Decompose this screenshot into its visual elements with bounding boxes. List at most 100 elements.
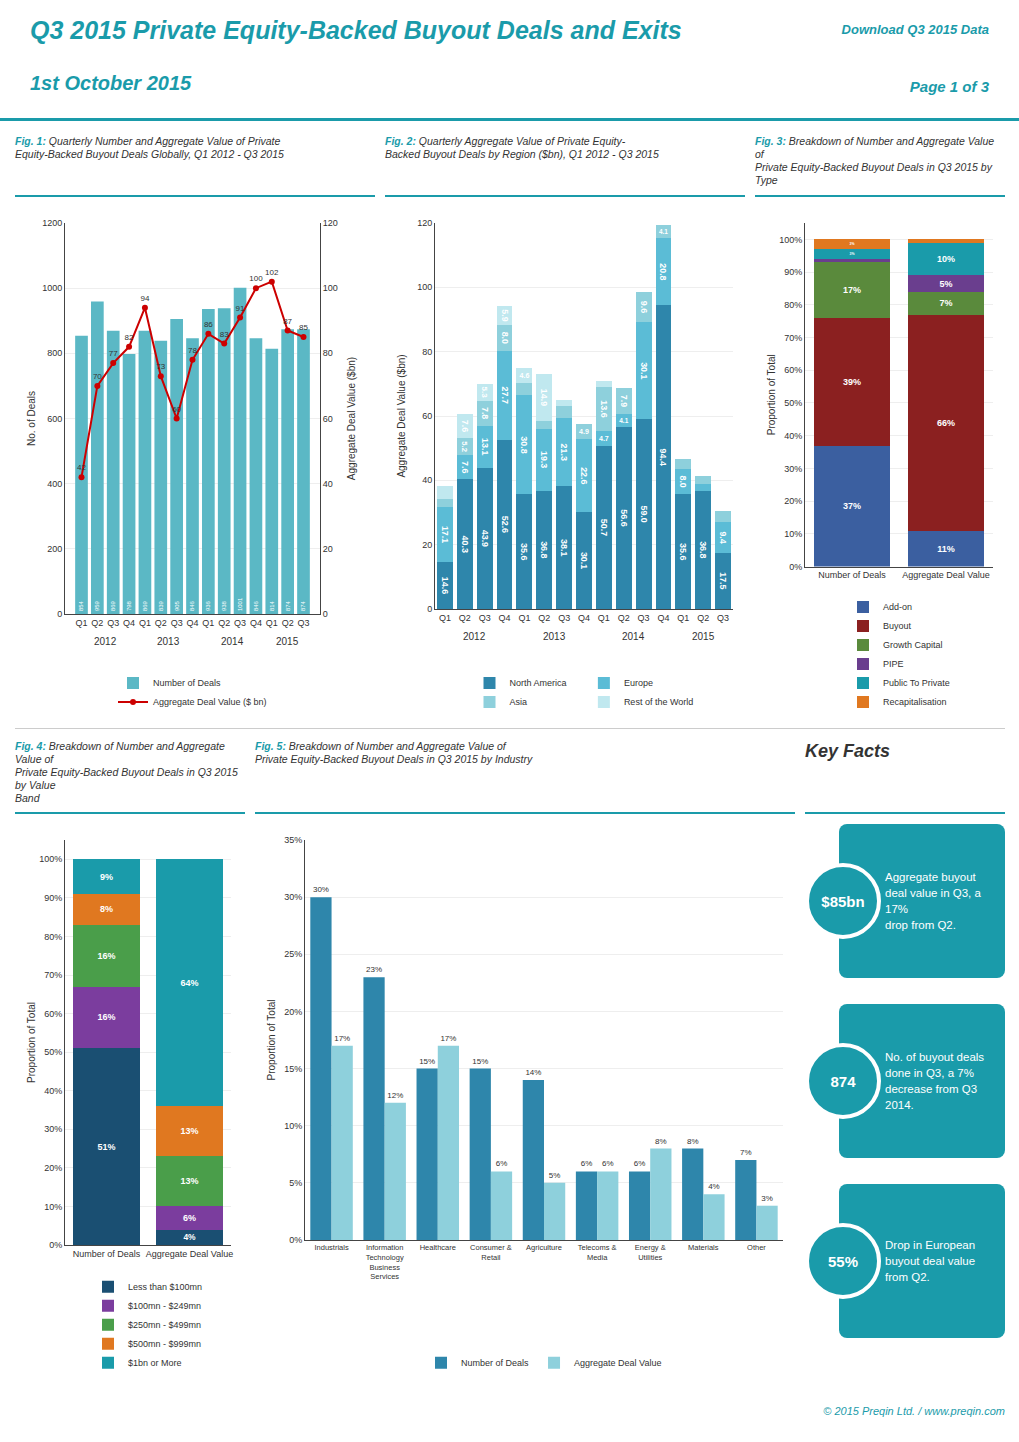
svg-text:Growth Capital: Growth Capital — [883, 640, 943, 650]
svg-text:Q2: Q2 — [91, 618, 103, 628]
svg-text:Public To Private: Public To Private — [883, 678, 950, 688]
svg-text:Less than $100mn: Less than $100mn — [128, 1282, 202, 1292]
svg-text:Q2: Q2 — [155, 618, 167, 628]
svg-text:$250mn - $499mn: $250mn - $499mn — [128, 1320, 201, 1330]
svg-text:50.7: 50.7 — [599, 519, 609, 536]
svg-text:4%: 4% — [183, 1232, 196, 1242]
svg-text:17.5: 17.5 — [718, 572, 728, 589]
svg-text:40%: 40% — [784, 431, 802, 441]
svg-text:854: 854 — [78, 600, 84, 611]
svg-text:Healthcare: Healthcare — [420, 1243, 456, 1252]
svg-text:9.4: 9.4 — [718, 531, 728, 543]
svg-text:30.1: 30.1 — [639, 362, 649, 379]
svg-text:70: 70 — [93, 372, 102, 381]
svg-text:80: 80 — [323, 348, 333, 358]
svg-text:30%: 30% — [313, 885, 329, 894]
svg-text:10%: 10% — [284, 1121, 302, 1131]
svg-text:5.9: 5.9 — [500, 309, 510, 321]
svg-text:38.1: 38.1 — [559, 539, 569, 556]
svg-text:Q2: Q2 — [459, 613, 471, 623]
svg-text:Energy &Utilities: Energy &Utilities — [635, 1243, 666, 1262]
svg-text:83: 83 — [220, 330, 229, 339]
svg-text:56.6: 56.6 — [619, 509, 629, 526]
svg-text:10%: 10% — [784, 529, 802, 539]
svg-text:Aggregate Deal Value: Aggregate Deal Value — [146, 1249, 233, 1259]
svg-text:PIPE: PIPE — [883, 659, 904, 669]
svg-text:1001: 1001 — [237, 598, 243, 611]
svg-text:87: 87 — [283, 317, 292, 326]
svg-text:Number of Deals: Number of Deals — [153, 678, 221, 688]
svg-text:874: 874 — [285, 600, 291, 611]
svg-text:2013: 2013 — [543, 631, 566, 642]
svg-text:Q4: Q4 — [123, 618, 135, 628]
svg-text:2014: 2014 — [622, 631, 645, 642]
svg-text:Q1: Q1 — [677, 613, 689, 623]
svg-text:20%: 20% — [784, 496, 802, 506]
svg-text:1200: 1200 — [42, 218, 62, 228]
svg-text:North America: North America — [510, 678, 567, 688]
svg-text:86: 86 — [204, 320, 213, 329]
svg-text:35%: 35% — [284, 835, 302, 845]
svg-text:3%: 3% — [761, 1194, 773, 1203]
svg-text:Recapitalisation: Recapitalisation — [883, 697, 947, 707]
svg-text:64%: 64% — [180, 978, 198, 988]
svg-text:Q3: Q3 — [234, 618, 246, 628]
svg-text:6%: 6% — [634, 1159, 646, 1168]
svg-text:No. of Deals: No. of Deals — [26, 391, 37, 446]
svg-text:21.3: 21.3 — [559, 444, 569, 461]
svg-text:77: 77 — [109, 349, 118, 358]
svg-text:8%: 8% — [687, 1137, 699, 1146]
svg-text:Q1: Q1 — [266, 618, 278, 628]
svg-text:Q2: Q2 — [697, 613, 709, 623]
svg-text:51%: 51% — [97, 1142, 115, 1152]
svg-text:14%: 14% — [525, 1068, 541, 1077]
svg-text:Industrials: Industrials — [314, 1243, 348, 1252]
svg-text:0%: 0% — [49, 1240, 62, 1250]
svg-text:Europe: Europe — [624, 678, 653, 688]
svg-text:Q4: Q4 — [186, 618, 198, 628]
svg-text:814: 814 — [269, 600, 275, 611]
svg-text:Q3: Q3 — [558, 613, 570, 623]
svg-text:2015: 2015 — [276, 636, 299, 647]
svg-text:400: 400 — [47, 479, 62, 489]
svg-text:15%: 15% — [284, 1064, 302, 1074]
svg-text:874: 874 — [300, 600, 306, 611]
svg-text:Q3: Q3 — [717, 613, 729, 623]
svg-text:60%: 60% — [44, 1009, 62, 1019]
svg-text:Q1: Q1 — [439, 613, 451, 623]
svg-text:14.6: 14.6 — [440, 577, 450, 594]
svg-text:0: 0 — [323, 609, 328, 619]
svg-text:8%: 8% — [655, 1137, 667, 1146]
svg-text:20: 20 — [323, 544, 333, 554]
svg-text:82: 82 — [125, 333, 134, 342]
svg-text:2013: 2013 — [157, 636, 180, 647]
svg-text:70%: 70% — [44, 970, 62, 980]
svg-text:8.0: 8.0 — [500, 332, 510, 344]
svg-text:Aggregate Deal Value ($ bn): Aggregate Deal Value ($ bn) — [153, 697, 266, 707]
svg-text:17%: 17% — [334, 1034, 350, 1043]
svg-text:798: 798 — [126, 600, 132, 611]
svg-text:60: 60 — [172, 405, 181, 414]
svg-text:Add-on: Add-on — [883, 602, 912, 612]
svg-text:Q4: Q4 — [657, 613, 669, 623]
svg-text:73: 73 — [156, 362, 165, 371]
svg-text:Materials: Materials — [688, 1243, 719, 1252]
svg-text:0%: 0% — [289, 1235, 302, 1245]
svg-text:59.0: 59.0 — [639, 505, 649, 522]
svg-text:200: 200 — [47, 544, 62, 554]
svg-text:Rest of the World: Rest of the World — [624, 697, 693, 707]
svg-text:Q3: Q3 — [107, 618, 119, 628]
svg-text:80%: 80% — [44, 932, 62, 942]
svg-text:Q1: Q1 — [598, 613, 610, 623]
svg-text:17.1: 17.1 — [440, 526, 450, 543]
svg-text:Proportion of Total: Proportion of Total — [266, 1000, 277, 1081]
svg-text:846: 846 — [189, 600, 195, 611]
svg-text:Asia: Asia — [510, 697, 528, 707]
svg-text:13.6: 13.6 — [599, 400, 609, 417]
svg-text:Agriculture: Agriculture — [526, 1243, 562, 1252]
svg-text:43.9: 43.9 — [480, 530, 490, 547]
svg-text:50%: 50% — [44, 1047, 62, 1057]
svg-text:70%: 70% — [784, 333, 802, 343]
svg-text:8%: 8% — [100, 904, 113, 914]
svg-text:Q3: Q3 — [297, 618, 309, 628]
